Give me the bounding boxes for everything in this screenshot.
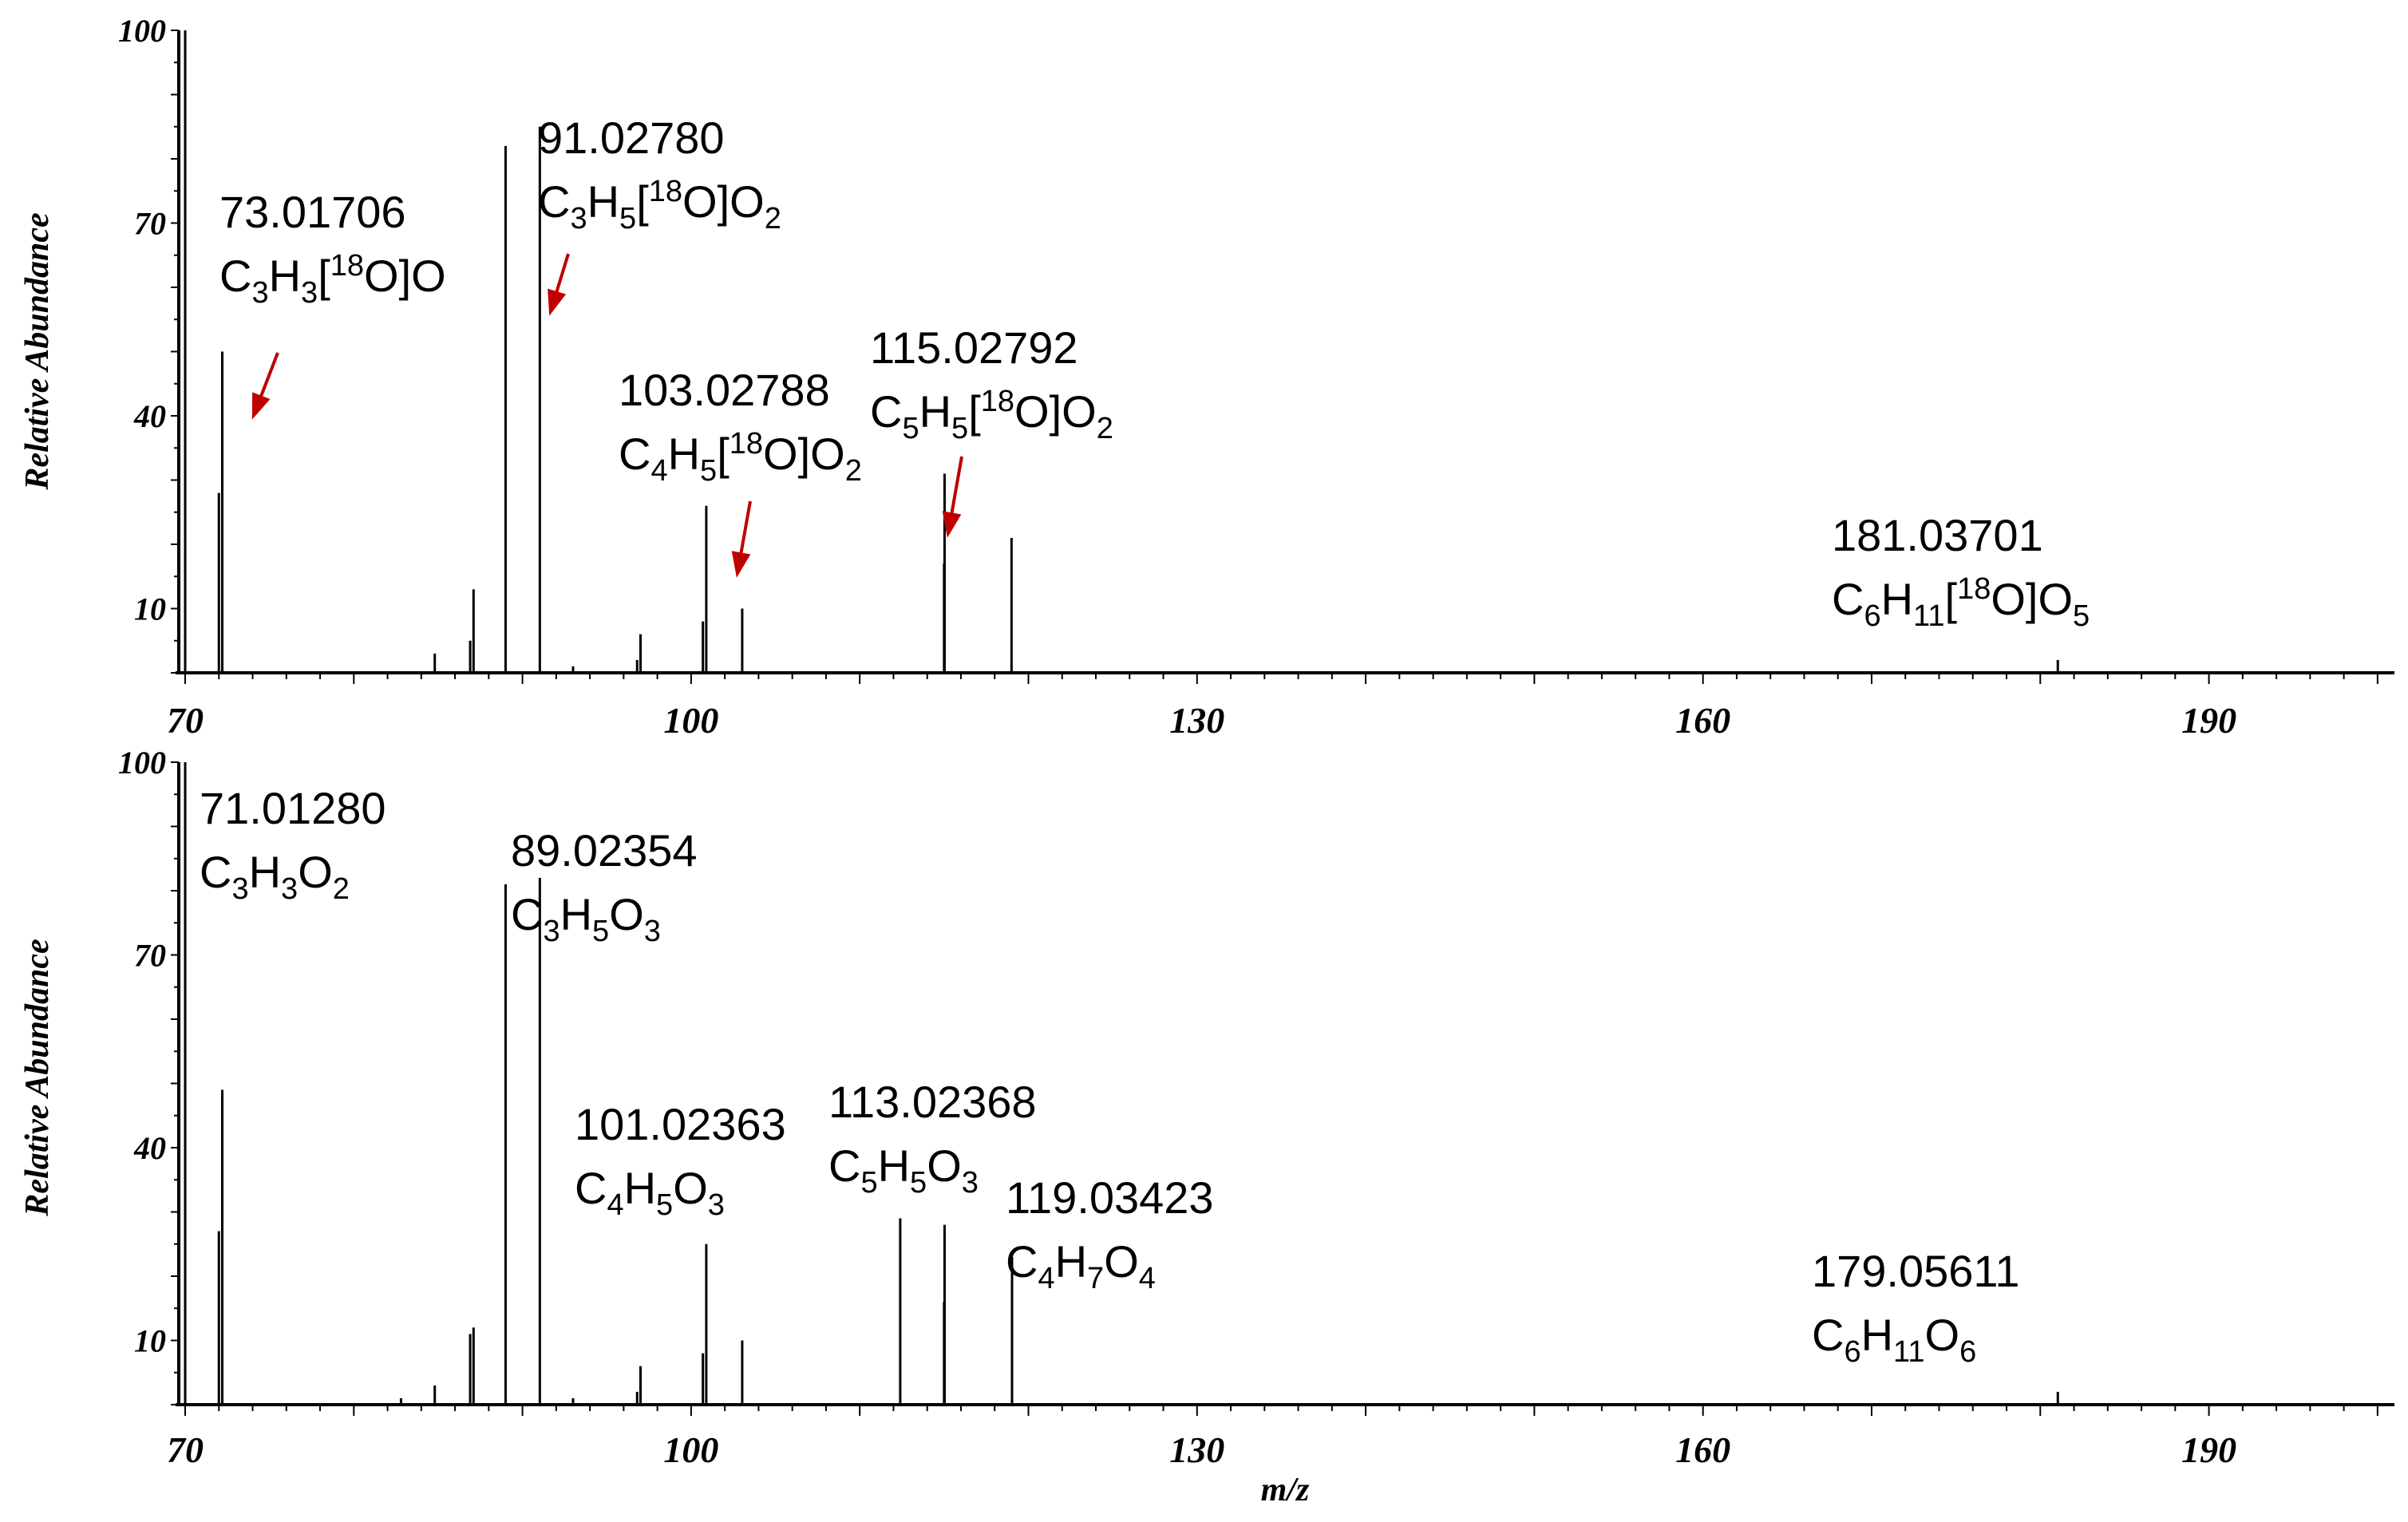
- x-axis-title: m/z: [1261, 1472, 1310, 1508]
- peak-formula-label: C4H5O3: [575, 1163, 725, 1222]
- peak-formula-label: C3H5O3: [511, 889, 661, 948]
- x-tick-label: 100: [663, 1429, 718, 1470]
- red-arrowhead-icon: [942, 511, 962, 538]
- peak-formula-label: C5H5[18O]O2: [870, 385, 1113, 445]
- peak-mass-label: 115.02792: [870, 322, 1078, 373]
- peak-formula-label: C6H11O6: [1812, 1310, 1976, 1369]
- peak-formula-label: C3H3[18O]O: [219, 249, 446, 310]
- x-tick-label: 190: [2181, 1429, 2236, 1470]
- peak-mass-label: 101.02363: [575, 1099, 786, 1149]
- y-axis-title: Relative Abundance: [19, 212, 56, 490]
- x-tick-label: 70: [167, 700, 204, 741]
- peak-formula-label: C3H3O2: [200, 847, 350, 906]
- top-spectrum-panel: 70 100 130 160 190 10 40 70 100 Relative Abundanc…: [19, 13, 2394, 741]
- peak-formula-label: C6H11[18O]O5: [1832, 572, 2090, 633]
- x-tick-label: 160: [1675, 700, 1730, 741]
- y-tick-label: 70: [134, 206, 166, 242]
- y-tick-label: 10: [134, 591, 166, 627]
- peak-mass-label: 73.01706: [219, 187, 406, 237]
- peak-mass-label: 103.02788: [619, 365, 830, 415]
- x-tick-label: 130: [1169, 700, 1224, 741]
- y-tick-label: 100: [118, 745, 166, 781]
- peak-formula-label: C5H5O3: [828, 1141, 979, 1200]
- peak-mass-label: 113.02368: [828, 1077, 1037, 1127]
- x-tick-label: 130: [1169, 1429, 1224, 1470]
- peak-mass-label: 71.01280: [200, 783, 386, 833]
- y-tick-label: 40: [133, 1130, 166, 1166]
- peak-formula-label: C3H5[18O]O2: [538, 175, 781, 235]
- x-tick-label: 70: [167, 1429, 204, 1470]
- y-tick-label: 100: [118, 13, 166, 49]
- peak-mass-label: 89.02354: [511, 825, 698, 876]
- x-tick-label: 190: [2181, 700, 2236, 741]
- y-tick-label: 10: [134, 1323, 166, 1359]
- red-arrowhead-icon: [548, 288, 567, 316]
- red-arrowhead-icon: [251, 392, 271, 420]
- bottom-spectrum-panel: 70 100 130 160 190 10 40 70 100 Relative Abundanc…: [19, 745, 2394, 1508]
- peak-formula-label: C4H5[18O]O2: [619, 427, 862, 488]
- red-arrowhead-icon: [731, 551, 751, 578]
- y-tick-label: 70: [134, 938, 166, 974]
- peak-mass-label: 181.03701: [1832, 510, 2043, 560]
- peak-formula-label: C4H7O4: [1006, 1236, 1156, 1295]
- y-tick-label: 40: [133, 398, 166, 434]
- x-tick-label: 160: [1675, 1429, 1730, 1470]
- peak-mass-label: 119.03423: [1006, 1172, 1214, 1223]
- x-tick-label: 100: [663, 700, 718, 741]
- peak-mass-label: 179.05611: [1812, 1246, 2020, 1296]
- y-axis-title: Relative Abundance: [19, 939, 56, 1216]
- peak-mass-label: 91.02780: [538, 113, 725, 163]
